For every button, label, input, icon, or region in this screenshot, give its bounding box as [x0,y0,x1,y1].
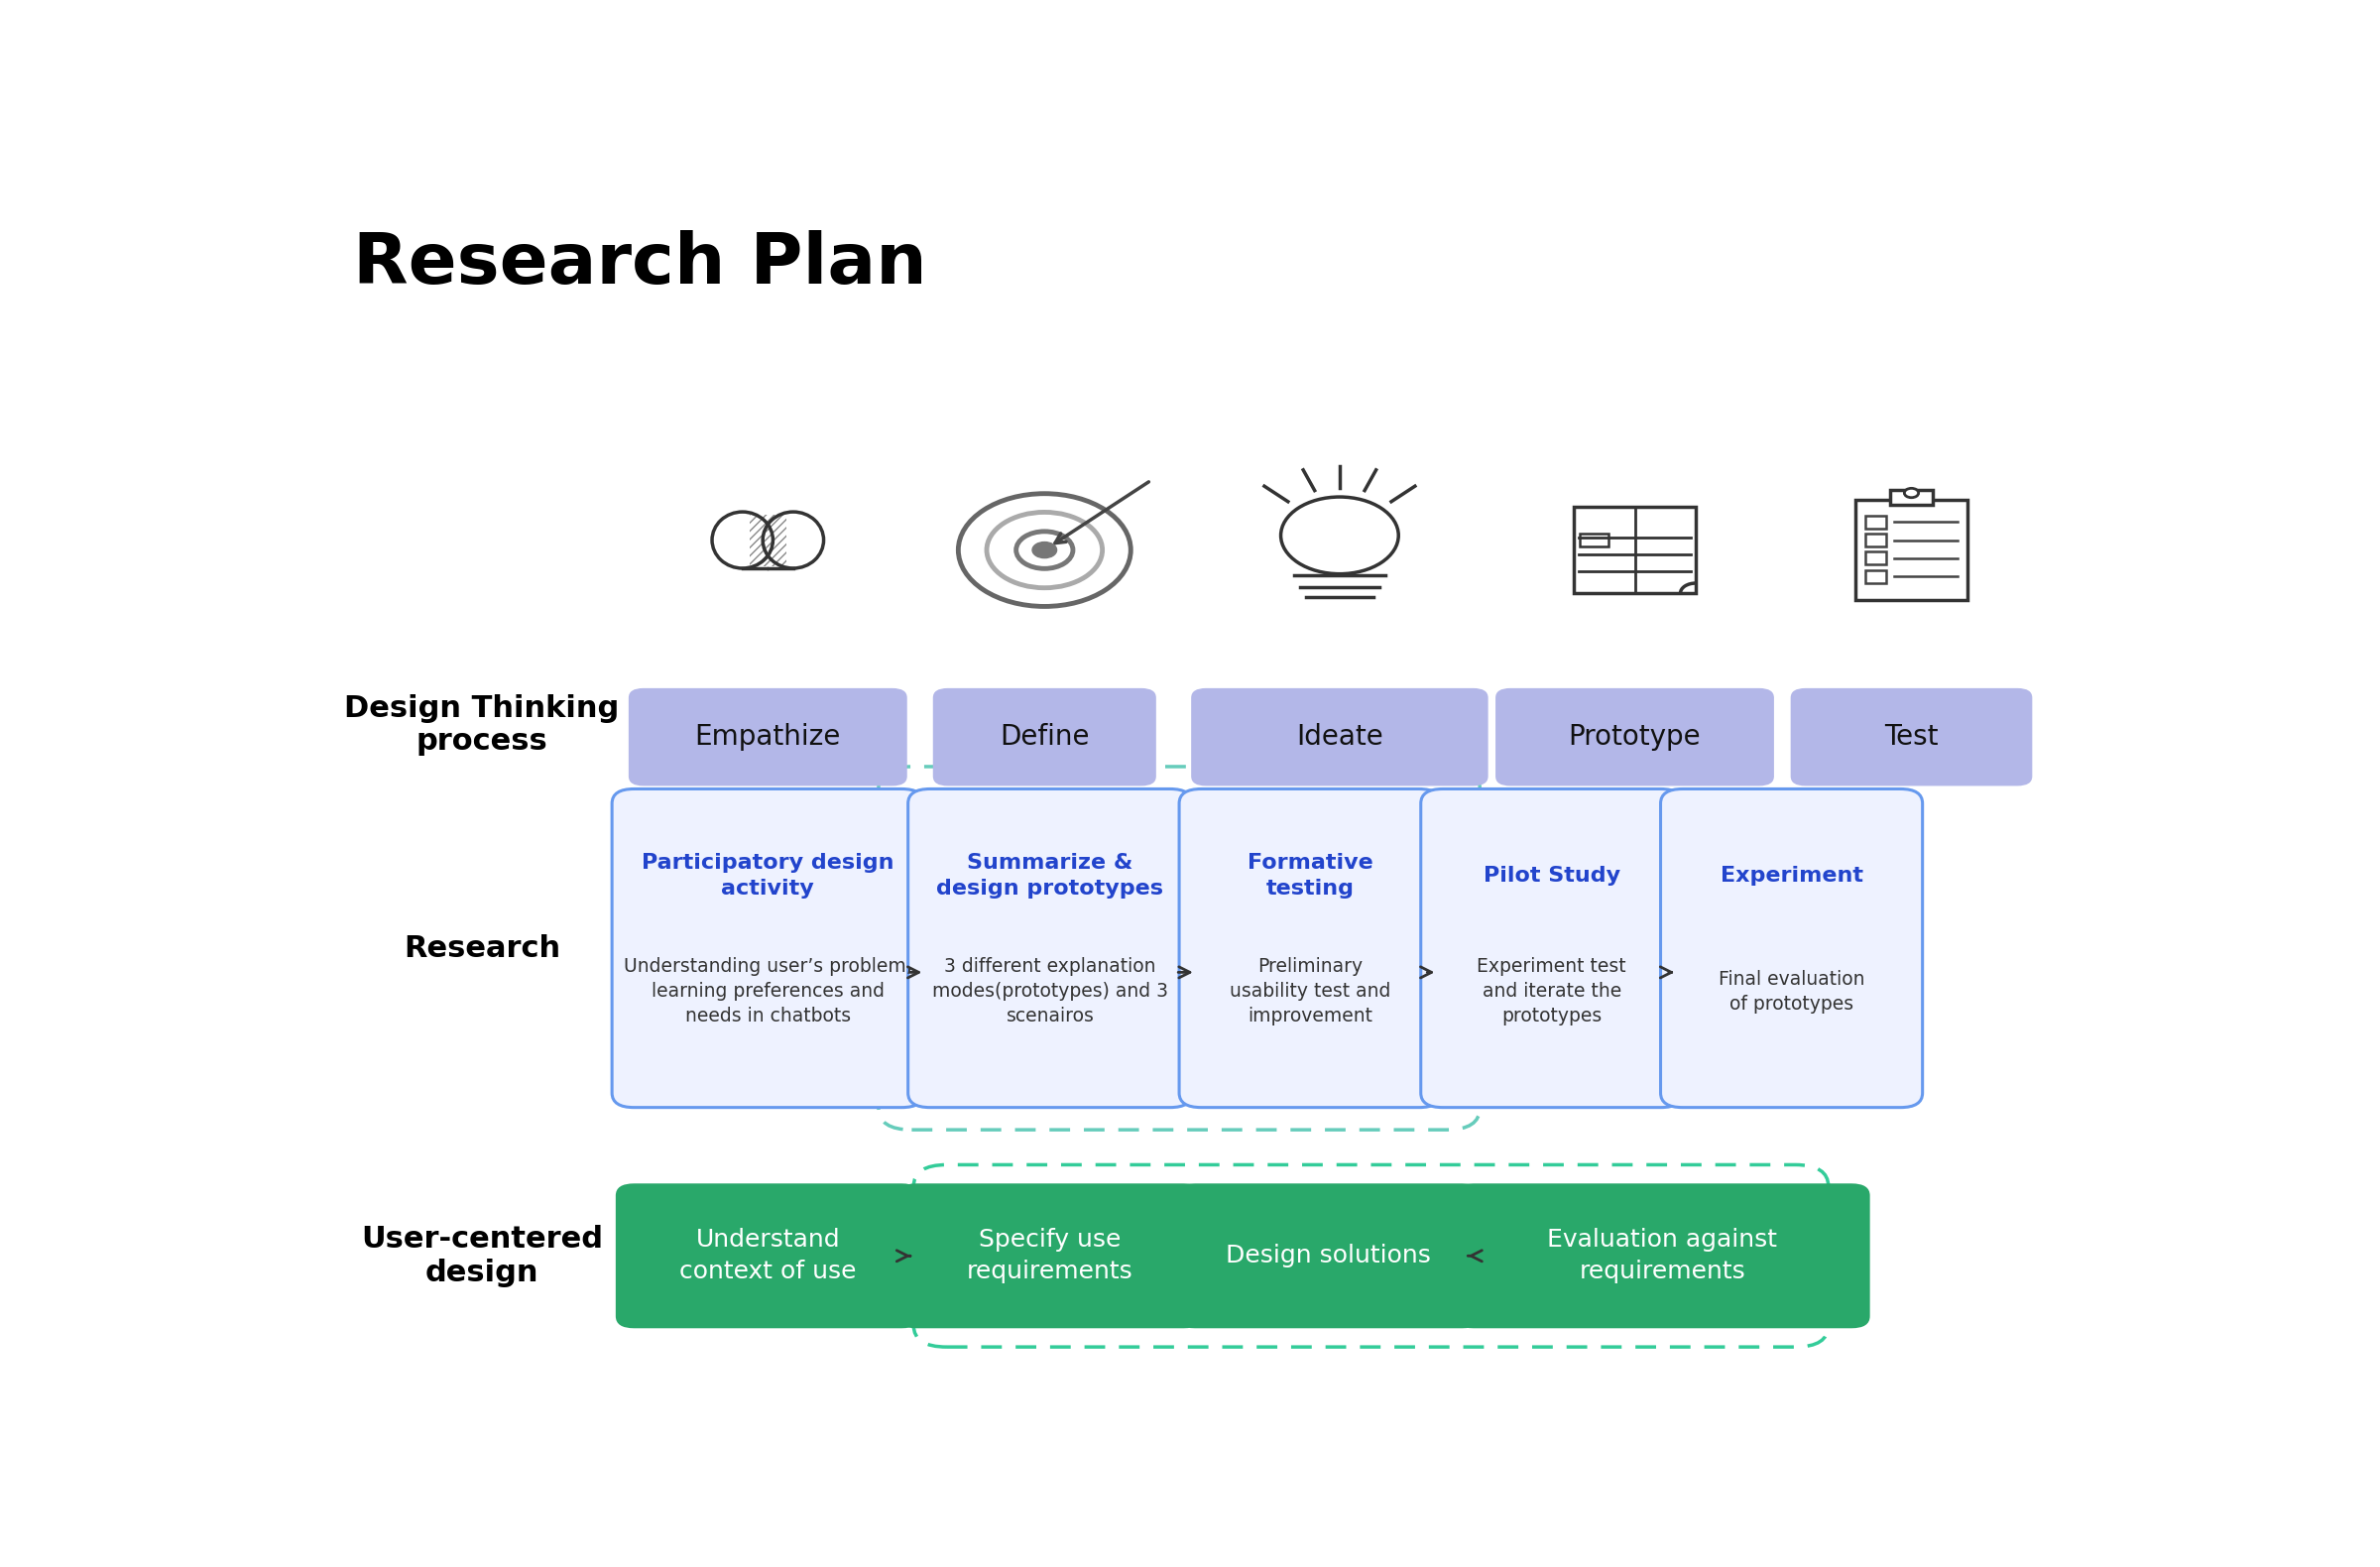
Text: User-centered
design: User-centered design [362,1225,602,1287]
Text: Participatory design
activity: Participatory design activity [643,852,895,899]
Text: Understand
context of use: Understand context of use [678,1229,857,1283]
FancyBboxPatch shape [1495,688,1773,787]
Bar [1866,552,1885,564]
Bar [1866,533,1885,547]
FancyBboxPatch shape [897,1183,1202,1329]
FancyBboxPatch shape [628,688,907,787]
FancyBboxPatch shape [909,788,1192,1108]
Text: Specify use
requirements: Specify use requirements [966,1229,1133,1283]
FancyBboxPatch shape [1790,688,2033,787]
Text: Experiment test
and iterate the
prototypes: Experiment test and iterate the prototyp… [1478,957,1626,1026]
Text: Evaluation against
requirements: Evaluation against requirements [1547,1229,1778,1283]
Text: Pilot Study: Pilot Study [1483,867,1621,885]
Text: Final evaluation
of prototypes: Final evaluation of prototypes [1718,970,1864,1014]
Text: Summarize &
design prototypes: Summarize & design prototypes [935,852,1164,899]
Bar [1573,506,1695,594]
FancyBboxPatch shape [1421,788,1683,1108]
Bar [1580,534,1609,547]
Text: Research Plan: Research Plan [352,230,926,299]
FancyBboxPatch shape [933,688,1157,787]
Text: Understanding user’s problem,
learning preferences and
needs in chatbots: Understanding user’s problem, learning p… [624,957,912,1026]
Bar [1866,516,1885,528]
Text: Formative
testing: Formative testing [1247,852,1373,899]
Text: Prototype: Prototype [1568,722,1702,751]
Text: 3 different explanation
modes(prototypes) and 3
scenairos: 3 different explanation modes(prototypes… [933,957,1169,1026]
FancyBboxPatch shape [612,788,923,1108]
Bar [1856,500,1968,600]
FancyBboxPatch shape [1178,788,1442,1108]
FancyBboxPatch shape [616,1183,921,1329]
Text: Design solutions: Design solutions [1226,1244,1430,1268]
Bar [1866,570,1885,583]
Bar [750,516,785,567]
FancyBboxPatch shape [1454,1183,1871,1329]
Text: Experiment: Experiment [1721,867,1864,885]
Text: Research: Research [405,934,559,962]
Text: Preliminary
usability test and
improvement: Preliminary usability test and improveme… [1230,957,1390,1026]
Circle shape [1033,542,1057,558]
FancyBboxPatch shape [1190,688,1488,787]
FancyBboxPatch shape [1176,1183,1480,1329]
Text: Ideate: Ideate [1297,722,1383,751]
Text: Empathize: Empathize [695,722,840,751]
Text: Define: Define [1000,722,1090,751]
Text: Design Thinking
process: Design Thinking process [345,694,619,755]
Text: Test: Test [1885,722,1937,751]
FancyBboxPatch shape [1661,788,1923,1108]
Bar [1890,490,1933,505]
Circle shape [1904,489,1918,498]
